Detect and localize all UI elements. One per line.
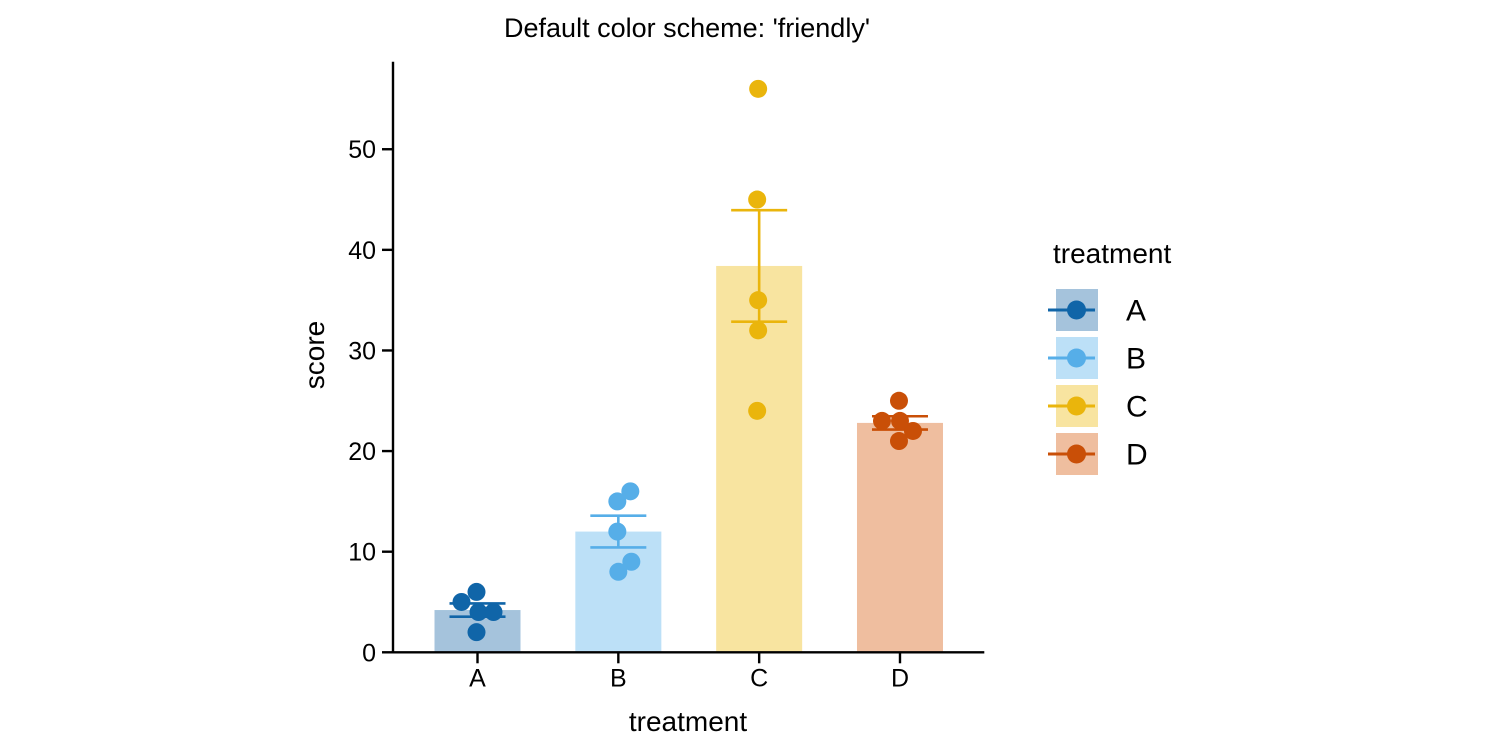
- data-point-C-4: [749, 79, 768, 98]
- bar-B: [575, 531, 662, 653]
- data-point-B-1: [622, 552, 641, 571]
- legend-label-B: B: [1126, 343, 1146, 376]
- data-point-A-1: [469, 603, 488, 622]
- y-axis-title: score: [299, 320, 330, 390]
- data-point-B-0: [609, 562, 628, 581]
- legend-label-A: A: [1126, 295, 1146, 328]
- y-tick-label-20: 20: [348, 438, 376, 466]
- data-point-C-0: [748, 401, 767, 420]
- data-point-D-1: [903, 421, 922, 440]
- data-point-A-2: [484, 603, 503, 622]
- data-point-D-3: [890, 411, 909, 430]
- bar-D: [856, 422, 943, 653]
- data-point-B-4: [621, 482, 640, 501]
- y-tick-label-50: 50: [348, 136, 376, 164]
- data-point-C-3: [748, 190, 767, 209]
- legend-label-C: C: [1126, 391, 1148, 424]
- x-tick-label-A: A: [469, 664, 486, 692]
- x-tick-label-C: C: [750, 664, 768, 692]
- y-tick-label-0: 0: [362, 639, 376, 667]
- chart-title: Default color scheme: 'friendly': [504, 13, 870, 43]
- x-axis-title: treatment: [628, 706, 748, 737]
- data-point-B-3: [608, 492, 627, 511]
- data-point-C-2: [749, 291, 768, 310]
- data-point-A-0: [467, 623, 486, 642]
- data-point-D-2: [872, 411, 891, 430]
- data-point-A-3: [452, 592, 471, 611]
- y-tick-label-40: 40: [348, 237, 376, 265]
- y-tick-label-30: 30: [348, 337, 376, 365]
- data-point-C-1: [749, 321, 768, 340]
- legend-title: treatment: [1053, 238, 1172, 269]
- legend-point-A: [1067, 300, 1086, 320]
- y-tick-label-10: 10: [348, 539, 376, 567]
- legend-point-C: [1067, 396, 1086, 416]
- legend-point-D: [1067, 444, 1086, 464]
- data-point-D-0: [889, 432, 908, 451]
- x-tick-label-B: B: [610, 664, 627, 692]
- data-point-B-2: [608, 522, 627, 541]
- legend-label-D: D: [1126, 439, 1148, 472]
- data-point-A-4: [467, 582, 486, 601]
- data-point-D-4: [889, 391, 908, 410]
- x-tick-label-D: D: [891, 664, 909, 692]
- legend-point-B: [1067, 348, 1086, 368]
